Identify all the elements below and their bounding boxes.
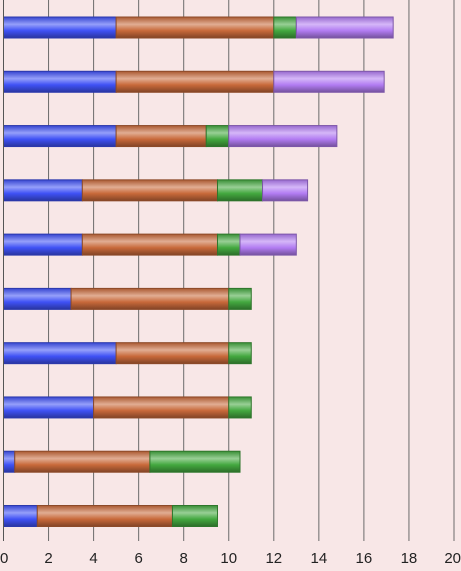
bar-row-1-series-1 — [3, 16, 117, 39]
bar-row-9-series-2 — [14, 450, 151, 473]
x-tick-label-20: 20 — [444, 550, 461, 567]
bar-row-6-series-1 — [3, 287, 72, 310]
bar-row-6-series-2 — [70, 287, 230, 310]
x-tick-label-2: 2 — [44, 550, 52, 567]
x-tick-label-16: 16 — [356, 550, 373, 567]
bar-row-7-series-3 — [228, 342, 252, 365]
bar-row-9-series-3 — [149, 450, 241, 473]
bar-row-5-series-2 — [81, 233, 218, 256]
bar-row-5-series-4 — [239, 233, 297, 256]
bar-row-1-series-3 — [273, 16, 297, 39]
x-tick-label-4: 4 — [89, 550, 97, 567]
bar-row-10-series-3 — [171, 505, 218, 527]
bar-row-7-series-1 — [3, 342, 117, 365]
bar-row-10-series-1 — [3, 505, 38, 527]
bar-row-5-series-1 — [3, 233, 83, 256]
bar-row-4-series-2 — [81, 179, 218, 202]
bar-row-6-series-3 — [228, 287, 252, 310]
x-tick-label-12: 12 — [265, 550, 282, 567]
bar-row-3-series-3 — [205, 125, 230, 148]
x-tick-labels: 0 2 4 6 8 10 12 14 16 18 20 — [0, 550, 461, 567]
bar-row-8-series-1 — [3, 396, 95, 419]
x-tick-label-18: 18 — [401, 550, 418, 567]
bar-row-4-series-1 — [3, 179, 83, 202]
bar-row-3-series-1 — [3, 125, 117, 148]
bar-row-7-series-2 — [115, 342, 230, 365]
x-tick-label-6: 6 — [134, 550, 142, 567]
x-tick-label-14: 14 — [311, 550, 328, 567]
bars — [3, 16, 394, 527]
x-tick-label-8: 8 — [180, 550, 188, 567]
bar-row-8-series-2 — [93, 396, 230, 419]
bar-row-2-series-4 — [273, 70, 385, 93]
bar-row-2-series-2 — [115, 70, 275, 93]
bar-row-1-series-4 — [295, 16, 394, 39]
x-tick-label-0: 0 — [0, 550, 8, 567]
bar-row-4-series-3 — [216, 179, 264, 202]
bar-row-2-series-1 — [3, 70, 117, 93]
bar-row-5-series-3 — [216, 233, 241, 256]
bar-row-3-series-4 — [228, 125, 338, 148]
bar-row-1-series-2 — [115, 16, 275, 39]
bar-row-4-series-4 — [262, 179, 309, 202]
bar-row-8-series-3 — [228, 396, 252, 419]
bar-row-3-series-2 — [115, 125, 207, 148]
bar-row-10-series-2 — [36, 505, 173, 527]
bar-row-9-series-1 — [3, 450, 16, 473]
x-tick-label-10: 10 — [220, 550, 237, 567]
